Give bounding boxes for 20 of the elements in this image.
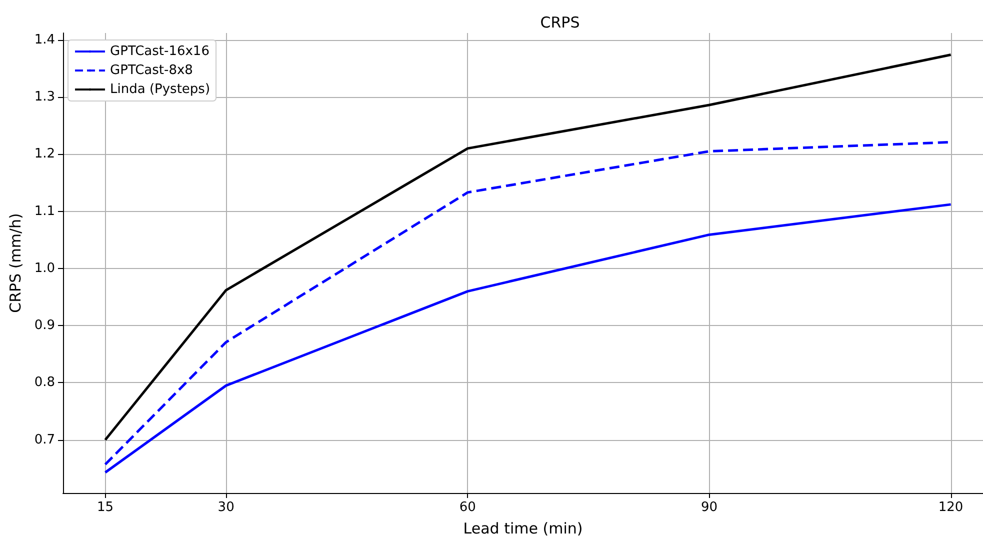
y-tick-label: 1.2 — [34, 146, 55, 162]
y-tick-label: 1.3 — [34, 90, 55, 104]
y-tick-label: 0.7 — [34, 432, 55, 448]
y-tick-label: 1.4 — [34, 32, 55, 48]
x-axis-title: Lead time (min) — [463, 520, 583, 538]
y-tick-label: 1.0 — [34, 260, 55, 276]
x-tick-label: 60 — [459, 500, 476, 515]
line-series — [104, 203, 952, 474]
y-tick-label: 0.9 — [34, 318, 55, 334]
legend-label: GPTCast-16x16 — [110, 44, 210, 59]
chart-title: CRPS — [540, 14, 580, 32]
legend-label: GPTCast-8x8 — [110, 63, 193, 78]
x-tick-label: 90 — [700, 500, 718, 515]
y-axis-title: CRPS (mm/h) — [6, 213, 24, 313]
y-tick-label: 0.8 — [34, 375, 55, 390]
x-tick-label: 15 — [97, 500, 114, 515]
legend-label: Linda (Pysteps) — [110, 82, 210, 97]
x-tick-label: 30 — [218, 500, 234, 515]
x-tick-label: 120 — [938, 500, 964, 515]
y-tick-label: 1.1 — [34, 204, 55, 219]
